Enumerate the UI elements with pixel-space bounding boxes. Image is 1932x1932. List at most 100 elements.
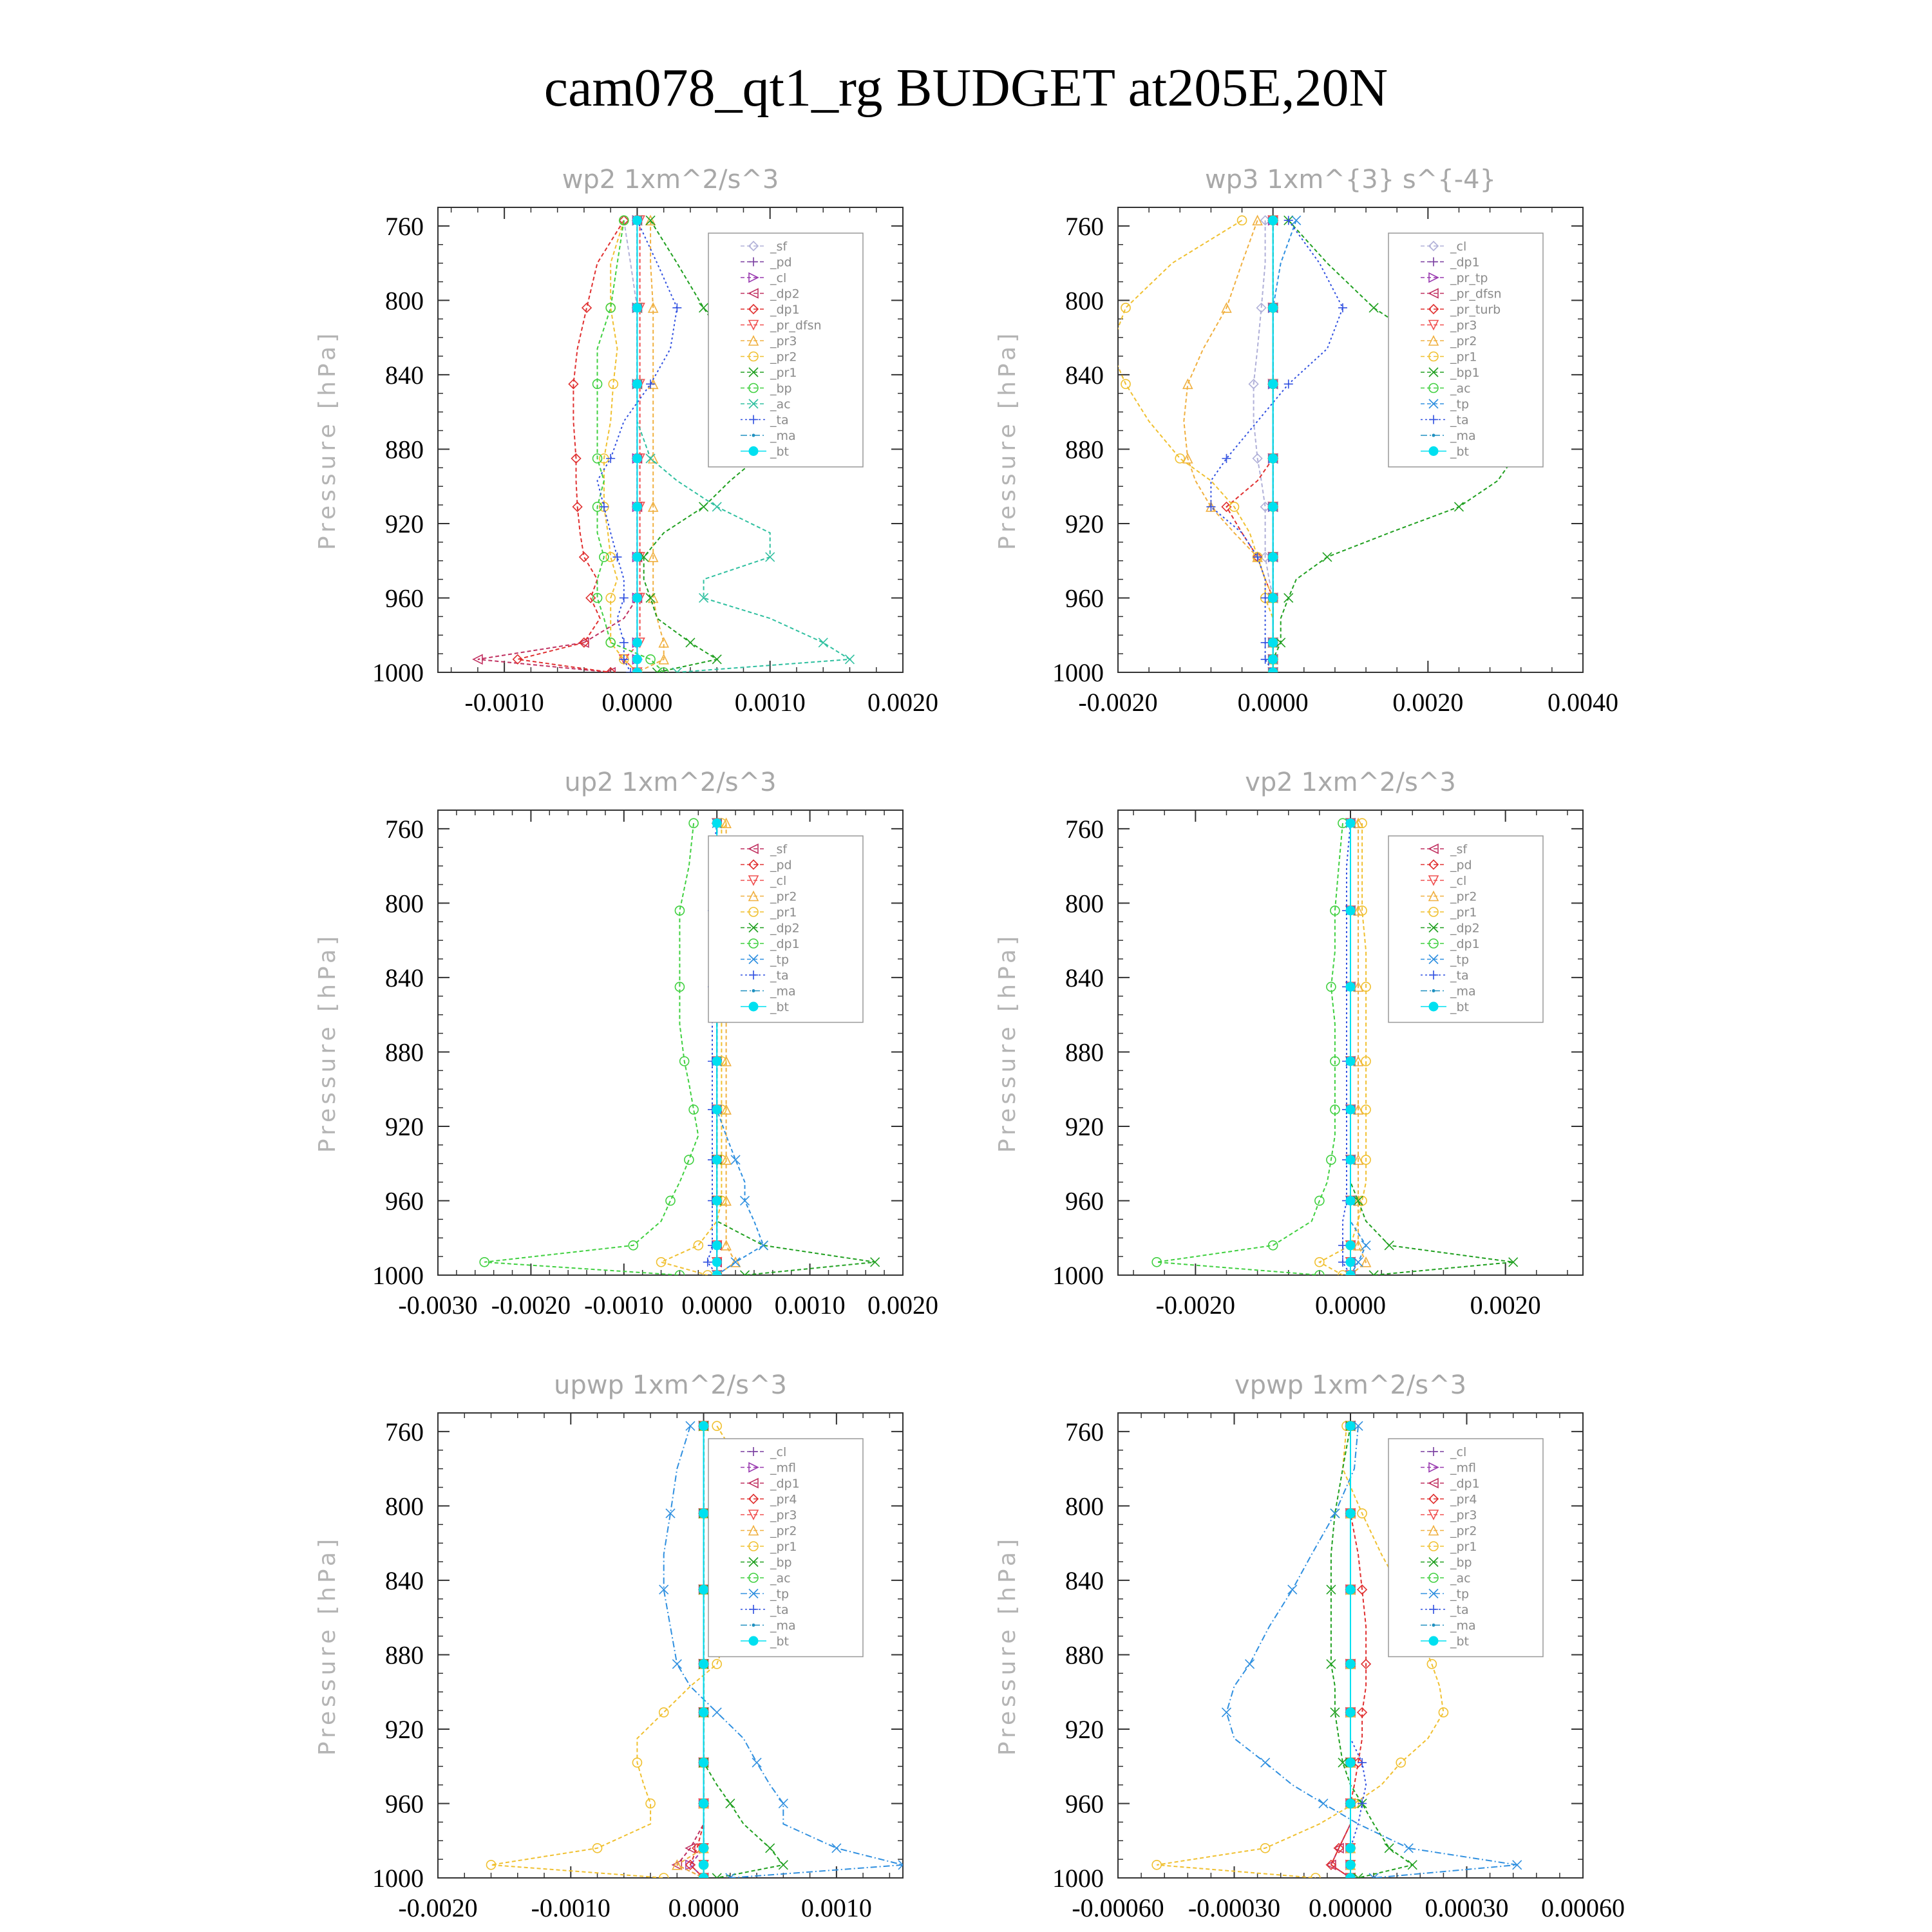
y-tick-label: 760: [1065, 1417, 1104, 1446]
legend-label: _cl: [1450, 874, 1466, 888]
legend-label: _cl: [770, 1445, 786, 1459]
y-tick-label: 880: [1065, 1037, 1104, 1066]
data-point: [699, 1508, 709, 1519]
y-axis-label: Pressure [hPa]: [994, 933, 1021, 1153]
data-point: [1345, 1707, 1356, 1718]
legend-label: _sf: [770, 842, 788, 857]
panel-up2: up2 1xm^2/s^3 Pressure [hPa] 760 800 840 880 9…: [314, 768, 938, 1320]
series-group: [1151, 817, 1519, 1275]
data-point: [605, 637, 616, 648]
data-point: [1268, 654, 1278, 665]
data-point: [1368, 303, 1379, 313]
data-point: [658, 1873, 669, 1878]
y-tick-label: 760: [1065, 212, 1104, 241]
data-point: [1360, 1256, 1372, 1267]
data-point: [844, 654, 855, 665]
data-point: [1368, 1873, 1379, 1878]
legend-marker: [1429, 1605, 1438, 1614]
data-point: [870, 1257, 880, 1267]
data-point: [688, 818, 699, 829]
data-point: [599, 502, 609, 511]
x-tick-label: 0.0000: [681, 1291, 752, 1320]
panel-title: wp2 1xm^2/s^3: [562, 165, 779, 194]
data-point: [1268, 592, 1278, 603]
legend-label: _pr2: [770, 350, 797, 365]
legend-marker: [748, 890, 759, 902]
legend-marker: [748, 1541, 759, 1551]
legend: _sf _pd_cl _dp2 _dp1 _pr_dfsn_pr3 _pr2_pr1 _bp…: [708, 232, 864, 468]
data-point: [632, 1757, 643, 1768]
legend-label: _pr4: [770, 1493, 797, 1507]
y-tick-label: 1000: [1052, 1261, 1104, 1290]
y-tick-label: 880: [385, 435, 424, 464]
legend-label: _dp1: [770, 303, 800, 317]
legend-label: _pr_dfsn: [770, 319, 822, 333]
panel-wp2: wp2 1xm^2/s^3 Pressure [hPa] 760 800 840 880 9…: [314, 165, 938, 717]
legend-label: _pr_turb: [1450, 303, 1501, 317]
data-point: [1345, 1798, 1356, 1808]
data-point: [645, 592, 656, 603]
data-point: [739, 1195, 750, 1206]
data-point: [606, 453, 616, 463]
data-point: [1236, 215, 1247, 226]
legend-marker: [1428, 938, 1439, 949]
legend-marker: [1428, 335, 1439, 346]
plot-frame: [437, 207, 904, 673]
data-point: [699, 1798, 709, 1808]
legend-label: _bp1: [1450, 366, 1480, 380]
legend-marker: [748, 446, 759, 456]
x-tick-label: -0.0020: [1078, 688, 1157, 717]
panel-wp3: wp3 1xm^{3} s^{-4} Pressure [hPa] 760 800 84…: [994, 165, 1618, 717]
data-point: [1314, 1195, 1325, 1206]
legend-label: _ma: [770, 429, 796, 443]
data-point: [578, 637, 590, 648]
legend-label: _bp: [770, 1556, 792, 1570]
data-point: [1407, 1860, 1417, 1870]
panel-vpwp: vpwp 1xm^2/s^3 Pressure [hPa] 760 800 840 880…: [994, 1370, 1625, 1922]
legend-label: _cl: [1450, 1445, 1466, 1459]
legend-marker: [1428, 1524, 1439, 1536]
legend-marker: [748, 319, 759, 331]
data-point: [699, 1707, 709, 1718]
legend-marker: [748, 875, 759, 886]
y-tick-label: 920: [1065, 1112, 1104, 1141]
y-tick-label: 1000: [372, 658, 424, 687]
legend-marker: [752, 433, 755, 437]
data-point: [1283, 216, 1293, 225]
legend-label: _ta: [770, 969, 789, 983]
data-point: [699, 592, 709, 603]
data-point: [712, 1873, 722, 1878]
data-point: [1268, 453, 1278, 464]
legend-label: _pr2: [770, 890, 797, 904]
data-point: [632, 638, 642, 648]
legend-label: _pd: [1450, 858, 1472, 873]
data-point: [1345, 1860, 1356, 1870]
data-point: [685, 1859, 696, 1870]
data-point: [712, 1707, 722, 1718]
y-tick-label: 800: [1065, 889, 1104, 918]
legend-label: _pr1: [770, 366, 797, 380]
legend-marker: [748, 367, 759, 377]
data-point: [1338, 303, 1347, 312]
data-point: [647, 551, 659, 562]
legend-marker: [1428, 1573, 1439, 1583]
data-point: [1175, 453, 1186, 464]
data-point: [1338, 1270, 1348, 1275]
legend-label: _mfl: [1450, 1461, 1476, 1475]
legend-marker: [1428, 1636, 1439, 1646]
x-tick-label: -0.0020: [1156, 1291, 1235, 1320]
data-point: [1345, 1195, 1356, 1206]
data-point: [1326, 1659, 1336, 1669]
series-line-pr1: [1157, 1426, 1444, 1878]
data-point: [1352, 1154, 1364, 1165]
legend-marker: [1428, 367, 1439, 377]
data-point: [659, 1584, 669, 1595]
data-point: [702, 1270, 713, 1275]
data-point: [1361, 1104, 1371, 1115]
data-point: [1345, 905, 1356, 916]
data-point: [665, 1508, 676, 1519]
legend-label: _pr2: [1450, 890, 1477, 904]
legend-label: _ac: [770, 397, 791, 412]
legend-marker: [748, 954, 759, 965]
y-tick-label: 1000: [372, 1261, 424, 1290]
